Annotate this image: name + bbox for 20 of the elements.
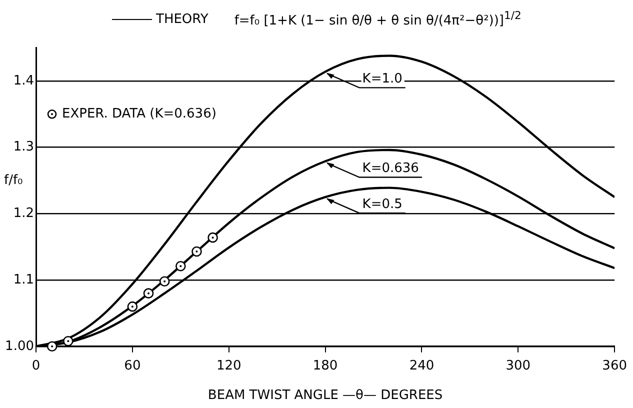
legend-label: EXPER. DATA (K=0.636) — [62, 106, 216, 122]
legend-label: K=0.5 — [362, 196, 402, 212]
legend-label: K=1.0 — [362, 72, 402, 87]
x-tick-label: 300 — [506, 358, 531, 374]
y-tick-label: 1.00 — [5, 338, 34, 354]
x-tick-label: 0 — [32, 358, 40, 374]
x-tick-label: 240 — [409, 358, 434, 374]
y-tick-label: 1.2 — [13, 206, 34, 222]
x-tick-label: 180 — [312, 358, 338, 374]
chart-subtitle: f=f₀ [1+K (1− sin θ/θ + θ sin θ/(4π²−θ²))]$^{1/2}$ — [234, 9, 522, 29]
y-tick-label: 1.1 — [13, 272, 34, 288]
legend-label: K=0.636 — [362, 161, 419, 176]
chart-title: THEORY — [156, 12, 208, 26]
x-tick-label: 120 — [216, 358, 242, 374]
x-axis-title: BEAM TWIST ANGLE —θ— DEGREES — [208, 388, 443, 403]
x-tick-label: 360 — [602, 358, 628, 374]
x-tick-label: 60 — [124, 358, 141, 374]
y-tick-label: 1.3 — [13, 140, 34, 155]
y-tick-label: 1.4 — [13, 73, 34, 88]
y-axis-title: f/f₀ — [4, 172, 23, 188]
